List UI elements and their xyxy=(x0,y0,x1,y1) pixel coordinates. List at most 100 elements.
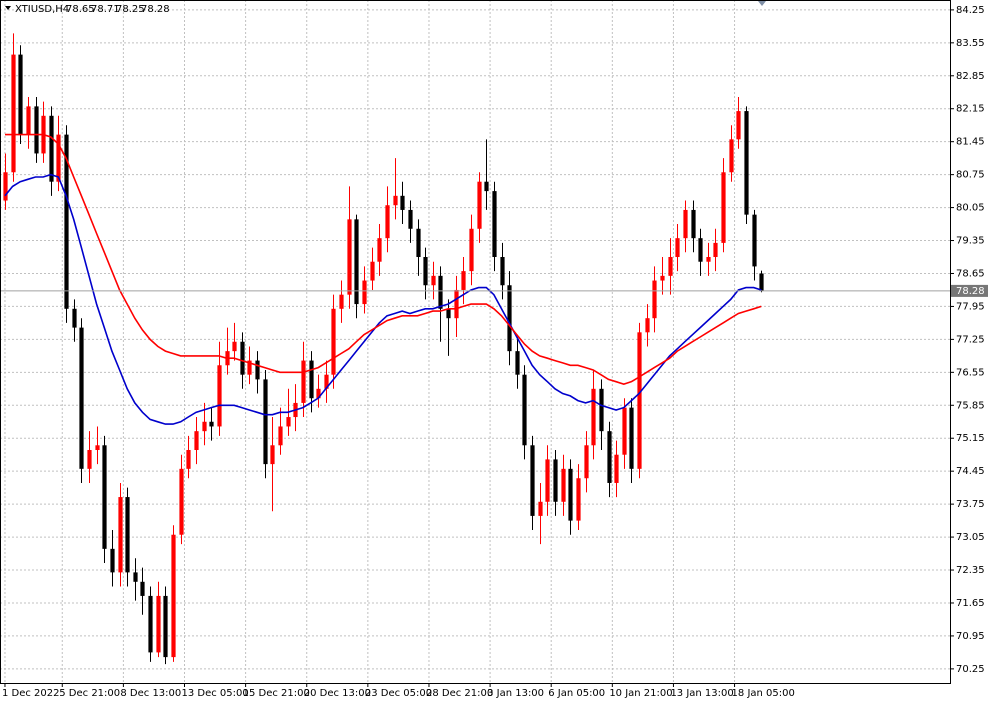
y-tick-label: 71.65 xyxy=(956,598,985,609)
candle-body xyxy=(416,228,421,258)
candle-body xyxy=(576,478,581,521)
ohlc-open: 78.65 xyxy=(66,4,95,15)
candle-body xyxy=(347,219,352,295)
candle-body xyxy=(736,111,741,140)
candle-body xyxy=(477,181,482,229)
candle-body xyxy=(759,273,764,291)
candle-body xyxy=(522,374,527,446)
candle-body xyxy=(118,497,123,573)
candle-body xyxy=(591,388,596,446)
x-tick-label: 28 Dec 21:00 xyxy=(426,688,493,699)
candle-body xyxy=(102,445,107,549)
candle-body xyxy=(133,572,138,582)
y-tick-label: 72.35 xyxy=(956,565,985,576)
ohlc-high: 78.71 xyxy=(91,4,120,15)
candle-body xyxy=(64,134,69,309)
y-tick-label: 75.15 xyxy=(956,433,985,444)
y-tick-label: 80.05 xyxy=(956,203,985,214)
x-tick-label: 1 Dec 2022 xyxy=(2,688,60,699)
candle-body xyxy=(49,115,54,182)
candle-body xyxy=(568,468,573,521)
candle-body xyxy=(56,134,61,182)
candle-body xyxy=(385,205,390,239)
candle-body xyxy=(18,54,23,135)
candle-body xyxy=(209,421,214,427)
shift-marker xyxy=(758,1,766,6)
candle-body xyxy=(110,548,115,573)
candle-body xyxy=(607,431,612,483)
candle-body xyxy=(507,285,512,352)
candle-body xyxy=(652,280,657,319)
candle-body xyxy=(11,54,16,173)
candle-body xyxy=(683,209,688,239)
candle-body xyxy=(263,379,268,465)
ohlc-close: 78.28 xyxy=(141,4,170,15)
candle-body xyxy=(270,445,275,465)
y-tick-label: 82.85 xyxy=(956,71,985,82)
x-tick-label: 3 Jan 13:00 xyxy=(487,688,544,699)
candle-body xyxy=(148,595,153,653)
menu-arrow xyxy=(5,6,11,10)
price-label: 78.28 xyxy=(956,286,985,297)
candle-body xyxy=(675,238,680,258)
candle-body xyxy=(713,242,718,258)
candle-body xyxy=(34,106,39,154)
y-tick-label: 73.75 xyxy=(956,499,985,510)
candle-body xyxy=(370,261,375,281)
y-tick-label: 80.75 xyxy=(956,170,985,181)
candle-body xyxy=(87,449,92,469)
candle-body xyxy=(614,454,619,483)
y-tick-label: 74.45 xyxy=(956,466,985,477)
x-tick-label: 15 Dec 21:00 xyxy=(243,688,310,699)
candle-body xyxy=(721,172,726,243)
candle-body xyxy=(125,497,130,573)
candle-body xyxy=(232,341,237,352)
x-tick-label: 5 Dec 21:00 xyxy=(59,688,120,699)
candle-body xyxy=(95,445,100,450)
candle-body xyxy=(3,172,8,201)
candle-body xyxy=(202,421,207,432)
y-tick-label: 77.95 xyxy=(956,301,985,312)
candle-body xyxy=(584,445,589,479)
y-tick-label: 84.25 xyxy=(956,5,985,16)
candle-body xyxy=(691,209,696,239)
y-tick-label: 70.95 xyxy=(956,631,985,642)
candle-body xyxy=(301,360,306,403)
candle-body xyxy=(194,431,199,450)
x-tick-label: 10 Jan 21:00 xyxy=(609,688,672,699)
candle-body xyxy=(393,195,398,206)
candle-body xyxy=(140,581,145,596)
plot-area xyxy=(0,0,950,683)
candle-body xyxy=(240,341,245,375)
candle-body xyxy=(408,209,413,229)
moving-average xyxy=(5,133,762,385)
candle-body xyxy=(660,275,665,281)
candle-body xyxy=(729,139,734,173)
x-tick-label: 18 Jan 05:00 xyxy=(732,688,795,699)
candle-body xyxy=(500,257,505,286)
candle-body xyxy=(698,238,703,262)
candle-body xyxy=(309,360,314,399)
candle-body xyxy=(668,257,673,276)
candle-body xyxy=(622,407,627,455)
plot-border xyxy=(0,0,951,684)
candle-body xyxy=(492,191,497,258)
candle-body xyxy=(446,308,451,319)
candle-body xyxy=(515,351,520,375)
candle-body xyxy=(331,308,336,375)
x-tick-label: 13 Jan 13:00 xyxy=(670,688,733,699)
candle-body xyxy=(278,426,283,446)
candle-body xyxy=(545,459,550,502)
candle-body xyxy=(179,468,184,535)
y-tick-label: 83.55 xyxy=(956,38,985,49)
candle-body xyxy=(26,106,31,135)
y-tick-label: 75.85 xyxy=(956,400,985,411)
candle-body xyxy=(454,289,459,319)
y-tick-label: 78.65 xyxy=(956,268,985,279)
candle-body xyxy=(645,318,650,333)
y-tick-label: 82.15 xyxy=(956,104,985,115)
candle-body xyxy=(461,271,466,290)
ohlc-low: 78.25 xyxy=(116,4,145,15)
